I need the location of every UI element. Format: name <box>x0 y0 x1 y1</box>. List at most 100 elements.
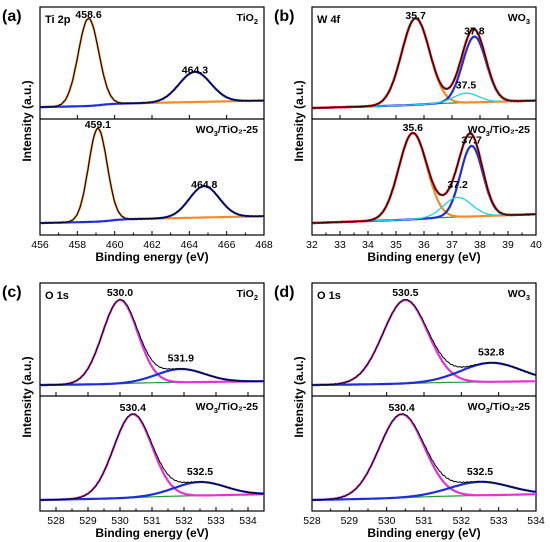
x-tick-label: 534 <box>239 515 257 527</box>
peak-label: 464.3 <box>182 64 208 76</box>
x-tick-label: 531 <box>415 515 433 527</box>
sample-name: WO <box>196 401 214 413</box>
x-tick-label: 36 <box>418 239 430 251</box>
x-tick-label: 35 <box>390 239 402 251</box>
peak-label: 35.7 <box>405 10 426 22</box>
peak-label: 532.5 <box>467 466 493 478</box>
peak-label: 37.5 <box>456 79 477 91</box>
sample-subscript: 2 <box>254 17 258 26</box>
raw-data <box>311 17 537 109</box>
sample-label: WO3/TiO₂-25 <box>196 401 258 415</box>
x-tick-label: 466 <box>218 239 236 251</box>
y-axis-label: Intensity (a.u.) <box>292 356 306 437</box>
sample-subscript: 3 <box>526 293 530 302</box>
sample-suffix: /TiO₂-25 <box>218 401 258 413</box>
sample-suffix: /TiO₂-25 <box>490 124 530 136</box>
sample-subscript: 2 <box>254 293 258 302</box>
x-tick-label: 533 <box>490 515 508 527</box>
sample-label: WO3/TiO₂-25 <box>196 124 258 138</box>
x-tick-label: 32 <box>306 239 318 251</box>
sample-subscript: 3 <box>486 406 490 415</box>
x-tick-label: 528 <box>47 515 65 527</box>
sample-label: WO3/TiO₂-25 <box>468 124 530 138</box>
x-tick-label: 529 <box>79 515 97 527</box>
subpanel-top: 530.5 532.8 WO3 <box>311 287 537 387</box>
plot-frame <box>39 6 265 236</box>
x-axis-label: Binding energy (eV) <box>367 526 480 540</box>
panel-a: 458.6 464.3 TiO2 459.1 464.8 WO3/TiO₂-25 456 45… <box>2 6 273 264</box>
sample-label: WO3 <box>508 288 530 302</box>
region-label: O 1s <box>317 290 341 302</box>
sample-suffix: /TiO₂-25 <box>490 401 530 413</box>
x-tick-label: 530 <box>111 515 129 527</box>
peak-label: 530.4 <box>120 402 146 414</box>
x-tick-label: 530 <box>378 515 396 527</box>
region-label: O 1s <box>45 290 69 302</box>
panel-label: (a) <box>2 8 22 25</box>
x-axis-label: Binding energy (eV) <box>95 250 208 264</box>
raw-data <box>311 298 537 386</box>
x-tick-label: 529 <box>341 515 359 527</box>
raw-data <box>39 413 265 501</box>
raw-data <box>39 298 265 386</box>
sample-name: WO <box>468 124 486 136</box>
plot-frame <box>39 282 265 512</box>
peak-530.5 <box>312 298 536 387</box>
sample-name: TiO <box>237 12 254 24</box>
panel-label: (d) <box>274 284 294 301</box>
peak-label: 530.5 <box>392 287 418 299</box>
sample-suffix: /TiO₂-25 <box>218 124 258 136</box>
x-tick-label: 34 <box>362 239 374 251</box>
peak-label: 37.7 <box>461 135 482 147</box>
sample-name: WO <box>508 12 526 24</box>
subpanel-top: 530.0 531.9 TiO2 <box>39 287 265 387</box>
peak-label: 532.5 <box>187 466 213 478</box>
y-axis-label: Intensity (a.u.) <box>292 80 306 161</box>
panel-c: 530.0 531.9 TiO2 530.4 532.5 WO3/TiO₂-25 528 52… <box>2 282 265 540</box>
sample-label: TiO2 <box>237 12 258 26</box>
panel-label: (b) <box>274 8 294 25</box>
sample-label: WO3/TiO₂-25 <box>468 401 530 415</box>
plot-frame <box>311 282 537 512</box>
subpanel-bottom: 530.4 532.5 WO3/TiO₂-25 <box>311 401 537 502</box>
x-tick-label: 533 <box>207 515 225 527</box>
fit-envelope <box>312 131 537 225</box>
panel-b: 35.737.837.5WO335.637.737.2WO3/TiO₂-2532… <box>274 6 542 264</box>
x-tick-label: 534 <box>527 515 545 527</box>
x-tick-label: 39 <box>502 239 514 251</box>
x-tick-label: 528 <box>303 515 321 527</box>
peak-530.4 <box>312 413 536 502</box>
sample-name: WO <box>508 288 526 300</box>
sample-subscript: 3 <box>526 17 530 26</box>
region-label: W 4f <box>317 14 341 26</box>
x-tick-label: 462 <box>143 239 161 251</box>
x-tick-label: 40 <box>530 239 542 251</box>
sample-subscript: 3 <box>214 129 218 138</box>
sample-subscript: 3 <box>486 129 490 138</box>
x-tick-label: 38 <box>474 239 486 251</box>
x-axis-label: Binding energy (eV) <box>95 526 208 540</box>
sample-label: WO3 <box>508 12 530 26</box>
peak-530.0 <box>40 298 264 387</box>
peak-label: 458.6 <box>75 9 101 21</box>
panel-label: (c) <box>2 284 22 301</box>
peak-35.6 <box>312 131 537 225</box>
peak-label: 35.6 <box>403 122 424 134</box>
plot-frame <box>311 6 537 236</box>
sample-name: TiO <box>237 288 254 300</box>
raw-data <box>39 127 265 224</box>
sample-subscript: 3 <box>214 406 218 415</box>
x-tick-label: 464 <box>181 239 199 251</box>
raw-data <box>311 413 537 501</box>
peak-label: 530.0 <box>107 287 133 299</box>
peak-label: 37.2 <box>447 179 468 191</box>
x-tick-label: 532 <box>175 515 193 527</box>
x-tick-label: 458 <box>69 239 87 251</box>
y-axis-label: Intensity (a.u.) <box>20 80 34 161</box>
peak-label: 464.8 <box>191 179 217 191</box>
subpanel-bottom: 530.4 532.5 WO3/TiO₂-25 <box>39 401 265 502</box>
x-tick-label: 33 <box>334 239 346 251</box>
subpanel-top: 35.7 37.8 37.5 WO3 <box>311 10 537 110</box>
